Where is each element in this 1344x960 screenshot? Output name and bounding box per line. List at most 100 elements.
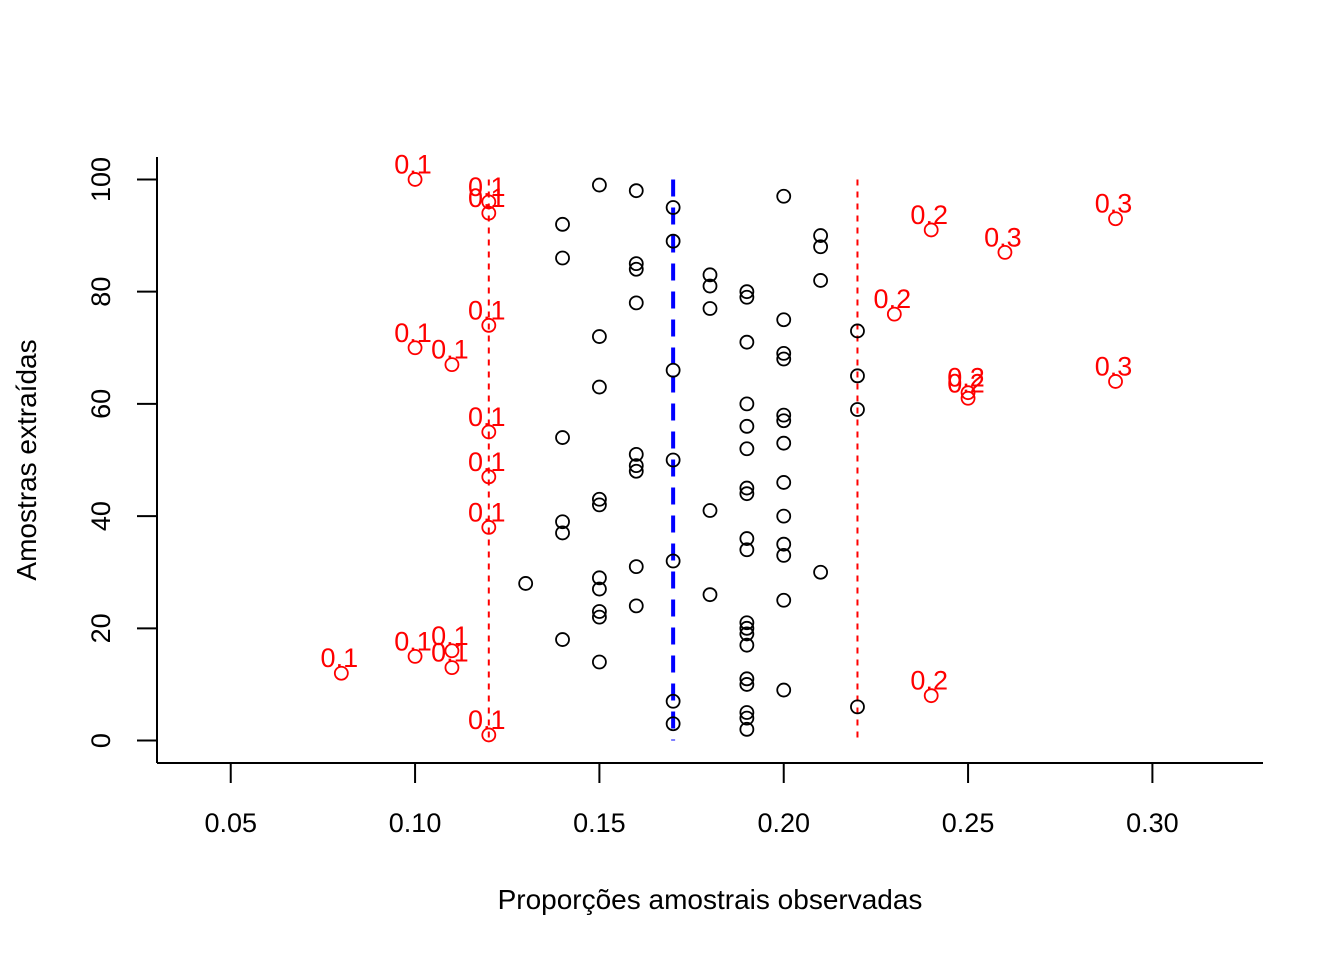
data-point (628, 446, 644, 462)
data-point (628, 183, 644, 199)
data-point (665, 716, 681, 732)
x-tick-label: 0.25 (942, 808, 995, 838)
data-point (592, 654, 607, 670)
data-point (776, 312, 792, 328)
outlier-label: 0.1 (394, 149, 432, 179)
data-point (628, 261, 644, 277)
data-point (813, 228, 828, 243)
y-tick-label: 20 (86, 613, 116, 643)
data-point (739, 480, 755, 496)
data-point (702, 587, 718, 603)
data-point (739, 626, 755, 642)
data-point (592, 491, 607, 507)
x-tick-label: 0.20 (757, 808, 810, 838)
data-point (739, 418, 755, 434)
data-point (850, 402, 865, 417)
y-tick-label: 60 (86, 389, 116, 419)
data-point (739, 284, 755, 300)
data-point (776, 345, 792, 361)
data-point (776, 508, 792, 524)
outlier-label: 0.2 (910, 666, 948, 696)
data-points: 0.10.20.1 0.10.1 0.10.10.10.10.20.2 0.30.10… (321, 149, 1133, 743)
outlier-label: 0.1 (394, 626, 432, 656)
outlier-label: 0.2 (947, 368, 985, 398)
data-point (702, 267, 718, 283)
data-point (592, 329, 607, 344)
data-point (739, 289, 755, 305)
outlier-point (481, 424, 497, 440)
outlier-point (481, 194, 497, 210)
data-point (776, 413, 792, 429)
data-point (776, 536, 792, 552)
outlier-point (481, 317, 497, 333)
outlier-point (1108, 211, 1123, 227)
outlier-point (923, 222, 939, 238)
outlier-point (1108, 374, 1123, 389)
data-point (665, 200, 681, 215)
data-point (702, 301, 718, 316)
outlier-point (997, 244, 1013, 260)
axes (156, 157, 1263, 764)
data-point (739, 334, 755, 350)
data-point (813, 564, 828, 580)
data-point (592, 609, 607, 625)
data-point (592, 570, 607, 586)
outlier-point (481, 469, 497, 485)
data-point (555, 514, 570, 530)
x-tick-label: 0.05 (204, 808, 257, 838)
data-point (850, 699, 865, 715)
data-point (628, 458, 644, 474)
data-point (739, 542, 755, 558)
outlier-point (407, 340, 423, 356)
data-point (776, 188, 792, 204)
data-point (739, 721, 755, 737)
outlier-point (444, 357, 460, 373)
outlier-point (923, 688, 939, 704)
data-point (555, 632, 570, 647)
data-point (739, 486, 755, 502)
outlier-label: 0.3 (1095, 189, 1133, 219)
outlier-label: 0.1 (468, 497, 506, 527)
y-tick-label: 0 (86, 733, 116, 748)
outlier-label: 0.2 (910, 200, 948, 230)
data-point (702, 503, 718, 518)
data-point (776, 351, 792, 367)
data-point (739, 396, 755, 412)
data-point (665, 362, 681, 378)
data-point (813, 273, 828, 288)
data-point (776, 475, 792, 490)
outlier-point (481, 519, 497, 535)
data-point (555, 216, 570, 232)
reference-lines (487, 179, 859, 741)
outlier-point (407, 172, 423, 187)
data-point (628, 256, 644, 272)
outlier-label: 0.1 (394, 318, 432, 348)
x-tick-label: 0.10 (389, 808, 442, 838)
data-point (592, 497, 607, 513)
outlier-label: 0.1 (321, 643, 359, 673)
data-point (850, 368, 865, 384)
x-axis-ticks: 0.05 0.10 0.15 0.20 0.25 0.30 (204, 763, 1179, 838)
data-point (518, 576, 534, 591)
x-tick-label: 0.30 (1126, 808, 1179, 838)
outlier-point (444, 660, 460, 676)
outlier-point (960, 385, 976, 401)
data-point (628, 559, 644, 575)
data-point (776, 592, 792, 608)
outlier-label: 0.1 (431, 638, 469, 668)
outlier-label: 0.2 (947, 363, 985, 393)
data-point (555, 430, 570, 445)
outlier-label: 0.3 (984, 222, 1022, 252)
data-point (592, 581, 607, 597)
data-point (776, 407, 792, 423)
data-point (739, 531, 755, 546)
data-point (702, 278, 718, 294)
y-tick-label: 100 (86, 157, 116, 202)
outlier-point (481, 727, 497, 743)
outlier-label: 0.1 (431, 335, 469, 365)
data-point (776, 547, 792, 563)
outlier-point (481, 205, 497, 221)
data-point (665, 233, 681, 249)
data-point (776, 435, 792, 451)
